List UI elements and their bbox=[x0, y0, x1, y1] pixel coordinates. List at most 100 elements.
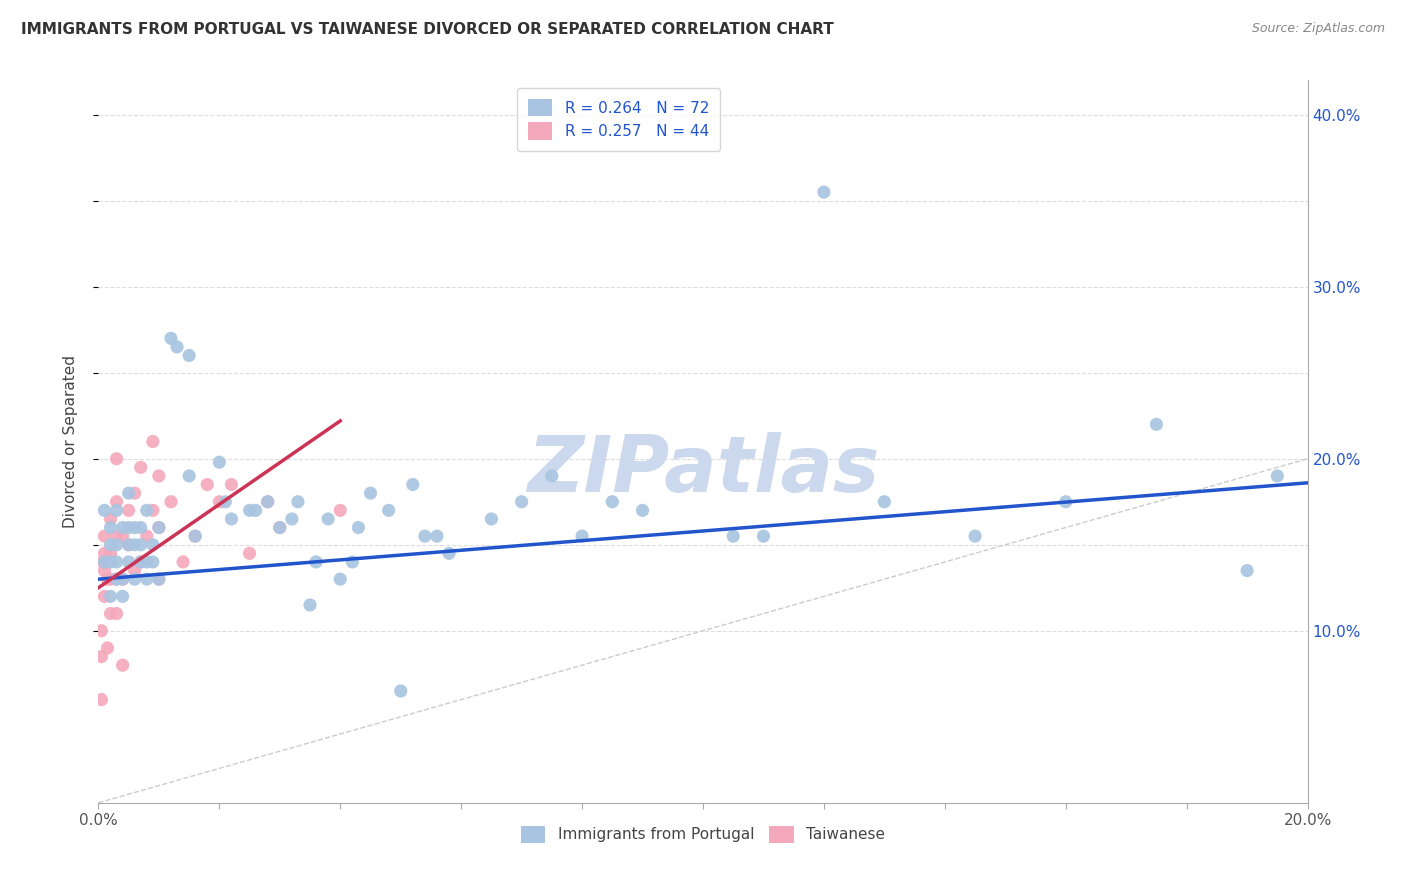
Point bbox=[873, 494, 896, 508]
Point bbox=[1054, 494, 1077, 508]
Point bbox=[160, 494, 183, 508]
Point bbox=[111, 658, 134, 673]
Point bbox=[426, 529, 449, 543]
Point bbox=[105, 529, 128, 543]
Point bbox=[360, 486, 382, 500]
Point bbox=[90, 624, 112, 638]
Point bbox=[105, 538, 128, 552]
Point bbox=[118, 538, 141, 552]
Point bbox=[305, 555, 328, 569]
Y-axis label: Divorced or Separated: Divorced or Separated bbox=[63, 355, 77, 528]
Point bbox=[142, 555, 165, 569]
Point bbox=[342, 555, 364, 569]
Point bbox=[413, 529, 436, 543]
Point bbox=[142, 538, 165, 552]
Point bbox=[135, 503, 157, 517]
Point bbox=[965, 529, 987, 543]
Point bbox=[571, 529, 593, 543]
Point bbox=[256, 494, 278, 508]
Point bbox=[93, 503, 115, 517]
Point bbox=[269, 520, 291, 534]
Point bbox=[256, 494, 278, 508]
Point bbox=[90, 692, 112, 706]
Point bbox=[135, 555, 157, 569]
Legend: Immigrants from Portugal, Taiwanese: Immigrants from Portugal, Taiwanese bbox=[515, 820, 891, 849]
Point bbox=[287, 494, 309, 508]
Point bbox=[1267, 469, 1289, 483]
Point bbox=[269, 520, 291, 534]
Point bbox=[723, 529, 745, 543]
Point bbox=[124, 486, 146, 500]
Point bbox=[602, 494, 624, 508]
Point bbox=[105, 555, 128, 569]
Point bbox=[100, 555, 122, 569]
Point bbox=[118, 538, 141, 552]
Point bbox=[118, 520, 141, 534]
Point bbox=[813, 185, 835, 199]
Point bbox=[239, 546, 262, 560]
Point bbox=[329, 572, 352, 586]
Point bbox=[148, 520, 170, 534]
Point bbox=[208, 455, 231, 469]
Point bbox=[124, 538, 146, 552]
Point bbox=[1236, 564, 1258, 578]
Point bbox=[752, 529, 775, 543]
Point bbox=[93, 529, 115, 543]
Point bbox=[316, 512, 339, 526]
Text: ZIPatlas: ZIPatlas bbox=[527, 433, 879, 508]
Point bbox=[148, 469, 170, 483]
Point bbox=[299, 598, 322, 612]
Point bbox=[90, 649, 112, 664]
Point bbox=[148, 520, 170, 534]
Point bbox=[184, 529, 207, 543]
Point bbox=[124, 572, 146, 586]
Point bbox=[100, 512, 122, 526]
Point bbox=[93, 546, 115, 560]
Point bbox=[93, 564, 115, 578]
Point bbox=[105, 572, 128, 586]
Point bbox=[160, 331, 183, 345]
Point bbox=[208, 494, 231, 508]
Point bbox=[179, 469, 201, 483]
Point bbox=[347, 520, 370, 534]
Point bbox=[100, 572, 122, 586]
Point bbox=[184, 529, 207, 543]
Point bbox=[377, 503, 399, 517]
Point bbox=[105, 572, 128, 586]
Point bbox=[1144, 417, 1167, 432]
Point bbox=[129, 520, 152, 534]
Text: Source: ZipAtlas.com: Source: ZipAtlas.com bbox=[1251, 22, 1385, 36]
Point bbox=[142, 434, 165, 449]
Point bbox=[329, 503, 352, 517]
Point bbox=[93, 555, 115, 569]
Point bbox=[148, 572, 170, 586]
Point bbox=[166, 340, 188, 354]
Point bbox=[124, 520, 146, 534]
Point bbox=[91, 555, 114, 569]
Point bbox=[179, 349, 201, 363]
Point bbox=[245, 503, 267, 517]
Point bbox=[129, 538, 152, 552]
Point bbox=[129, 460, 152, 475]
Point bbox=[124, 564, 146, 578]
Point bbox=[111, 572, 134, 586]
Point bbox=[105, 494, 128, 508]
Point bbox=[221, 477, 243, 491]
Point bbox=[135, 529, 157, 543]
Point bbox=[142, 503, 165, 517]
Point bbox=[93, 590, 115, 604]
Point bbox=[281, 512, 304, 526]
Point bbox=[100, 607, 122, 621]
Point bbox=[100, 546, 122, 560]
Point bbox=[148, 572, 170, 586]
Point bbox=[221, 512, 243, 526]
Point bbox=[239, 503, 262, 517]
Point bbox=[105, 607, 128, 621]
Point bbox=[540, 469, 562, 483]
Point bbox=[135, 572, 157, 586]
Point bbox=[118, 486, 141, 500]
Point bbox=[100, 520, 122, 534]
Point bbox=[111, 529, 134, 543]
Point bbox=[437, 546, 460, 560]
Point bbox=[129, 555, 152, 569]
